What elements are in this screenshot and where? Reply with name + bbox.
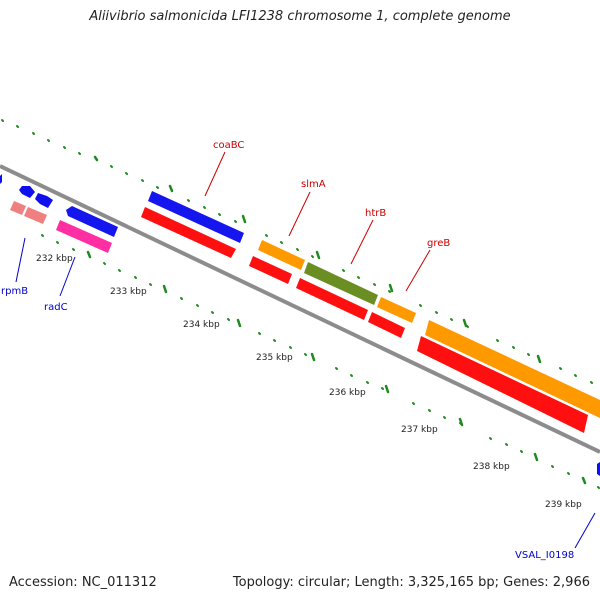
gene-small-blue-edge[interactable] <box>0 174 2 184</box>
leader-coaBC <box>204 151 226 197</box>
leader-VSAL_I0198 <box>574 512 596 549</box>
genome-backbone <box>0 164 600 454</box>
label-rpmB: rpmB <box>1 286 28 297</box>
gene-slmA[interactable] <box>258 240 305 270</box>
gene-light-red-b[interactable] <box>24 207 47 224</box>
label-leaders <box>15 151 596 549</box>
leader-radC <box>59 256 76 297</box>
gene-small-blue-right[interactable] <box>597 462 600 476</box>
label-slmA: slmA <box>301 179 326 190</box>
gene-small-blue-b[interactable] <box>35 193 53 208</box>
label-VSAL_I0198: VSAL_I0198 <box>515 550 574 561</box>
label-coaBC: coaBC <box>213 140 244 151</box>
scale-label-233: 233 kbp <box>110 287 147 297</box>
scale-label-237: 237 kbp <box>401 425 438 435</box>
map-title: Aliivibrio salmonicida LFI1238 chromosom… <box>89 9 511 24</box>
gene-olive[interactable] <box>304 262 378 305</box>
gene-track-reverse <box>10 201 600 476</box>
leader-rpmB <box>15 237 26 283</box>
outer-tick-row-lower <box>41 234 600 489</box>
gene-small-blue-a[interactable] <box>19 186 35 198</box>
scale-label-235: 235 kbp <box>256 353 293 363</box>
label-htrB: htrB <box>365 208 386 219</box>
gene-red-d[interactable] <box>368 312 405 338</box>
gene-track-forward <box>0 174 600 418</box>
gene-red-e[interactable] <box>417 336 588 433</box>
scale-label-239: 239 kbp <box>545 500 582 510</box>
scale-label-238: 238 kbp <box>473 462 510 472</box>
leader-slmA <box>288 191 311 237</box>
gene-labels: coaBC slmA htrB greB rpmB radC VSAL_I019… <box>1 140 574 561</box>
gene-greB[interactable] <box>425 320 600 418</box>
gene-red-c[interactable] <box>296 278 368 320</box>
scale-label-234: 234 kbp <box>183 320 220 330</box>
gene-htrB[interactable] <box>377 297 416 323</box>
scale-label-236: 236 kbp <box>329 388 366 398</box>
label-greB: greB <box>427 238 450 249</box>
gene-light-red-a[interactable] <box>10 201 26 215</box>
gene-blue-c[interactable] <box>66 206 118 237</box>
label-radC: radC <box>44 302 68 313</box>
leader-htrB <box>350 219 374 265</box>
gene-red-b[interactable] <box>249 256 292 284</box>
gene-red-a[interactable] <box>141 207 236 258</box>
scale-label-232: 232 kbp <box>36 254 73 264</box>
outer-tick-row-upper <box>1 119 593 384</box>
accession-text: Accession: NC_011312 <box>9 575 157 590</box>
scale-labels: 232 kbp 233 kbp 234 kbp 235 kbp 236 kbp … <box>36 254 582 510</box>
gene-coaBC[interactable] <box>148 191 244 243</box>
genome-summary-text: Topology: circular; Length: 3,325,165 bp… <box>232 575 590 590</box>
gene-radC[interactable] <box>56 220 112 253</box>
leader-greB <box>405 249 431 292</box>
